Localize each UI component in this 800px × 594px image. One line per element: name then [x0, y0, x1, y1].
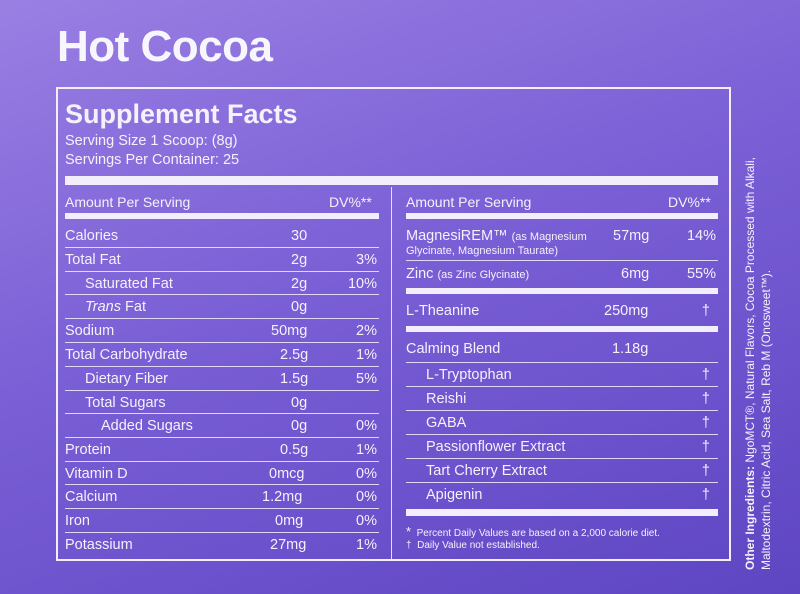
column-divider — [391, 187, 392, 559]
ingredient-row-zinc: Zinc (as Zinc Glycinate) 6mg 55% — [406, 260, 718, 288]
ingredient-row-l-theanine: L-Theanine 250mg † — [406, 303, 710, 319]
nutrient-row-calcium: Calcium 1.2mg 0% — [65, 484, 379, 507]
blend-item-tart-cherry-extract: Tart Cherry Extract † — [406, 458, 718, 481]
footnote-dv-not-established: † Daily Value not established. — [406, 540, 540, 551]
supplement-facts-heading: Supplement Facts — [65, 99, 298, 129]
nutrient-row-potassium: Potassium 27mg 1% — [65, 532, 379, 555]
left-amount-header: Amount Per Serving — [65, 194, 191, 210]
nutrient-row-dietary-fiber: Dietary Fiber 1.5g 5% — [65, 366, 379, 389]
left-dv-header: DV%** — [329, 194, 372, 210]
nutrient-row-total-fat: Total Fat 2g 3% — [65, 247, 379, 270]
nutrient-row-total-carbohydrate: Total Carbohydrate 2.5g 1% — [65, 342, 379, 365]
blend-item-passionflower-extract: Passionflower Extract † — [406, 434, 718, 457]
nutrient-row-protein: Protein 0.5g 1% — [65, 437, 379, 460]
ingredient-row-calming-blend: Calming Blend 1.18g — [406, 341, 649, 357]
thick-divider — [65, 176, 718, 185]
zinc-divider — [406, 288, 718, 294]
blend-item-l-tryptophan: L-Tryptophan † — [406, 362, 718, 385]
nutrient-row-calories: Calories 30 — [65, 228, 308, 244]
servings-per-container: Servings Per Container: 25 — [65, 152, 240, 168]
nutrient-row-saturated-fat: Saturated Fat 2g 10% — [65, 271, 379, 294]
left-header-divider — [65, 213, 379, 219]
right-amount-header: Amount Per Serving — [406, 194, 532, 210]
ingredient-row-magnesirem: MagnesiREM™ (as Magnesium Glycinate, Mag… — [406, 228, 716, 257]
nutrient-row-iron: Iron 0mg 0% — [65, 508, 379, 531]
nutrient-row-added-sugars: Added Sugars 0g 0% — [65, 413, 379, 436]
supplement-facts-panel — [56, 87, 731, 561]
nutrient-row-vitamin-d: Vitamin D 0mcg 0% — [65, 461, 379, 484]
nutrient-row-trans-fat: Trans Fat 0g — [65, 294, 379, 317]
product-title: Hot Cocoa — [57, 22, 273, 71]
theanine-divider — [406, 326, 718, 332]
right-header-divider — [406, 213, 718, 219]
blend-item-reishi: Reishi † — [406, 386, 718, 409]
nutrient-row-sodium: Sodium 50mg 2% — [65, 318, 379, 341]
right-dv-header: DV%** — [668, 194, 711, 210]
blend-bottom-divider — [406, 509, 718, 516]
nutrient-row-total-sugars: Total Sugars 0g — [65, 390, 379, 413]
blend-item-gaba: GABA † — [406, 410, 718, 433]
serving-size: Serving Size 1 Scoop: (8g) — [65, 133, 238, 149]
other-ingredients: Other Ingredients: NgoMCT®, Natural Flav… — [743, 157, 773, 570]
footnote-percent-dv: * Percent Daily Values are based on a 2,… — [406, 524, 660, 539]
blend-item-apigenin: Apigenin † — [406, 482, 718, 505]
